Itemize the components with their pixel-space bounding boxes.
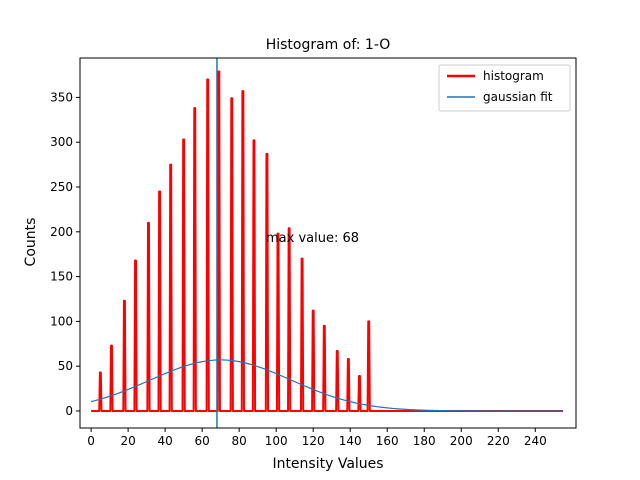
x-tick-label: 220 [487, 434, 510, 448]
legend: histogram gaussian fit [438, 64, 571, 112]
x-tick-label: 0 [87, 434, 95, 448]
max-value-annotation: max value: 68 [266, 231, 359, 246]
y-tick-label: 250 [50, 180, 73, 194]
x-tick-label: 120 [302, 434, 325, 448]
y-axis-label: Counts [23, 218, 39, 267]
y-tick-label: 350 [50, 90, 73, 104]
x-tick-label: 60 [195, 434, 210, 448]
y-tick-label: 200 [50, 225, 73, 239]
x-tick-label: 20 [120, 434, 135, 448]
y-tick-label: 0 [65, 404, 73, 418]
legend-label-histogram: histogram [483, 69, 544, 83]
y-tick-label: 50 [58, 359, 73, 373]
x-tick-label: 200 [450, 434, 473, 448]
x-axis-ticks: 0 20 40 60 80 100 120 140 160 180 200 220 240 [87, 428, 547, 448]
histogram-line [91, 70, 564, 412]
y-tick-label: 150 [50, 270, 73, 284]
x-tick-label: 80 [232, 434, 247, 448]
x-tick-label: 40 [157, 434, 172, 448]
x-tick-label: 140 [339, 434, 362, 448]
plot-area [90, 58, 564, 428]
x-tick-label: 240 [524, 434, 547, 448]
x-tick-label: 160 [376, 434, 399, 448]
legend-label-gaussian-fit: gaussian fit [483, 90, 553, 104]
y-tick-label: 300 [50, 135, 73, 149]
x-axis-label: Intensity Values [272, 456, 383, 472]
x-tick-label: 180 [413, 434, 436, 448]
gaussian-fit-line [90, 359, 564, 412]
x-tick-label: 100 [265, 434, 288, 448]
plot-frame [79, 57, 577, 429]
y-axis-ticks: 0 50 100 150 200 250 300 350 [50, 90, 80, 418]
chart-title: Histogram of: 1-O [266, 37, 391, 53]
y-tick-label: 100 [50, 314, 73, 328]
